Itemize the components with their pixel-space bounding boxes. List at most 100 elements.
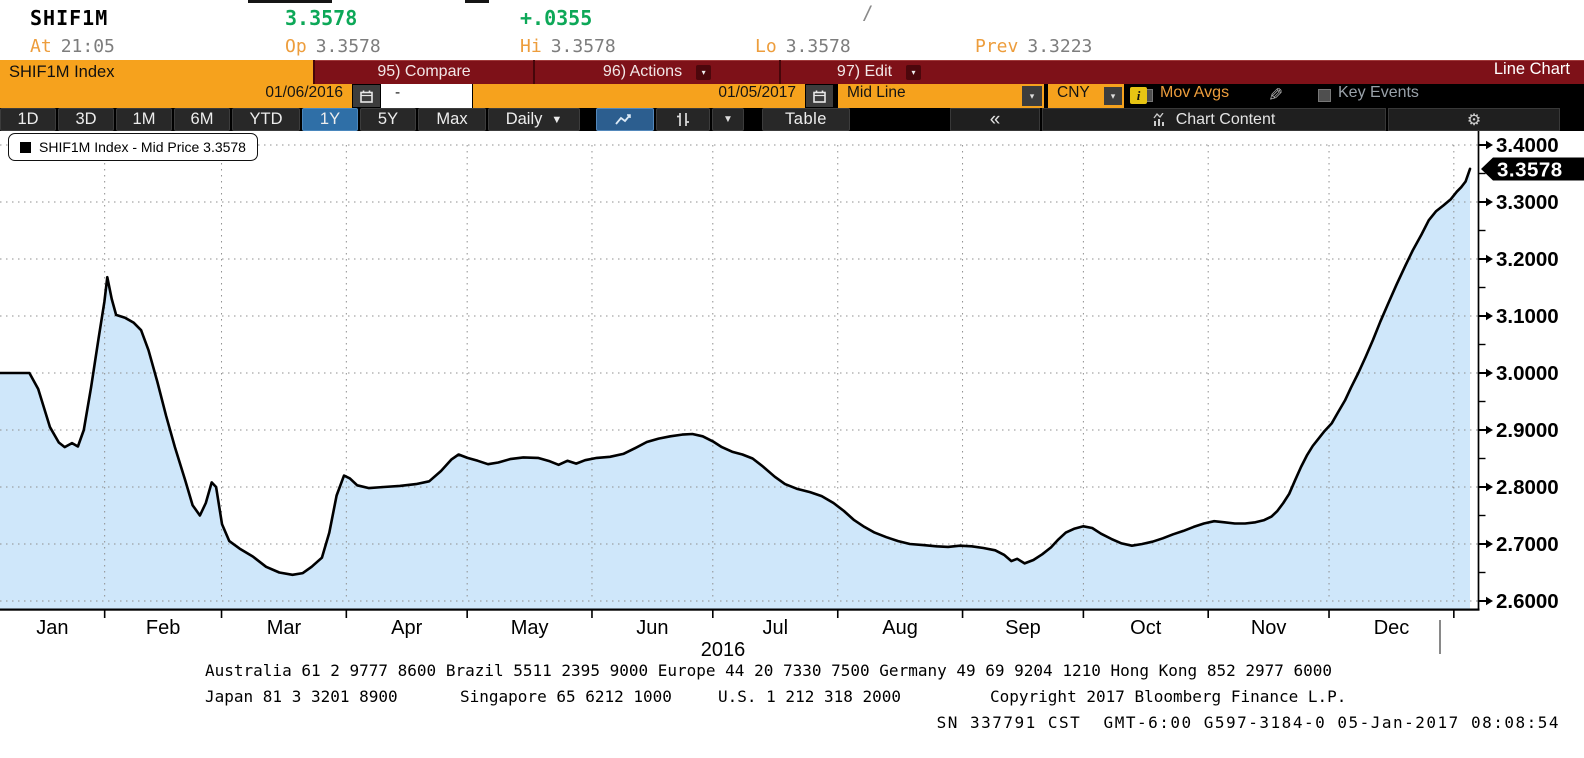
price-change: +.0355 <box>520 6 593 30</box>
svg-text:3.0000: 3.0000 <box>1496 362 1559 385</box>
mov-avgs-label[interactable]: Mov Avgs <box>1160 84 1230 101</box>
table-button[interactable]: Table <box>762 108 850 131</box>
footer-line2-part: Copyright 2017 Bloomberg Finance L.P. <box>990 687 1347 706</box>
chart-content-label: Chart Content <box>1175 110 1276 128</box>
menu-item-actions[interactable]: 96) Actions ▾ <box>533 60 779 84</box>
stat-label: Op <box>285 36 307 57</box>
stat-label: Prev <box>975 36 1019 57</box>
frequency-dropdown[interactable]: Daily ▼ <box>488 108 580 131</box>
footer-line2-part: Singapore 65 6212 1000 <box>460 687 672 706</box>
svg-text:May: May <box>511 617 549 639</box>
svg-text:Feb: Feb <box>146 617 180 639</box>
chevron-down-icon[interactable]: ▾ <box>1104 87 1122 105</box>
menu-item-label: 96) Actions <box>602 63 683 80</box>
year-label: 2016 <box>701 639 746 660</box>
last-price: 3.3578 <box>285 6 358 30</box>
chevron-down-icon[interactable]: ▾ <box>696 64 712 80</box>
y-axis: 3.4000 3.3000 3.2000 3.1000 3.0000 2.9000 2.80… <box>1477 131 1559 613</box>
period-button-1d[interactable]: 1D <box>0 108 56 131</box>
period-button-max[interactable]: Max <box>418 108 486 131</box>
stat-label: At <box>30 36 52 57</box>
svg-text:Sep: Sep <box>1005 617 1041 639</box>
info-button[interactable]: i <box>1130 87 1147 104</box>
period-buttons: 1D 3D 1M 6M YTD 1Y 5Y Max <box>0 108 486 131</box>
svg-text:Oct: Oct <box>1130 617 1162 639</box>
series-line <box>0 167 1472 577</box>
stat-at: At 21:05 <box>30 36 115 57</box>
svg-text:2.8000: 2.8000 <box>1496 476 1559 499</box>
date-range-separator-field[interactable]: - <box>381 84 472 108</box>
chart-toolbar: 1D 3D 1M 6M YTD 1Y 5Y Max Daily ▼ ▼ Table « Cha… <box>0 108 1584 131</box>
annotate-pencil-icon[interactable]: ✎ <box>1268 85 1284 105</box>
chart-area[interactable]: Jan Feb Mar Apr May Jun Jul Aug Sep Oct Nov Dec 2016… <box>0 131 1584 660</box>
menu-item-compare[interactable]: 95) Compare <box>313 60 533 84</box>
clipped-text-artifact <box>465 0 489 3</box>
stat-value: 21:05 <box>60 36 115 57</box>
candlestick-settings-icon[interactable] <box>656 108 710 131</box>
period-button-1m[interactable]: 1M <box>116 108 172 131</box>
chart-type-caret-button[interactable]: ▼ <box>712 108 744 131</box>
date-to-field[interactable]: 01/05/2017 <box>473 84 805 108</box>
last-price-badge: 3.3578 <box>1481 157 1584 182</box>
chevron-down-icon[interactable]: ▾ <box>1022 86 1042 106</box>
svg-text:Jun: Jun <box>636 617 668 639</box>
stat-value: 3.3578 <box>315 36 381 57</box>
period-button-1y[interactable]: 1Y <box>302 108 358 131</box>
chart-legend[interactable]: SHIF1M Index - Mid Price 3.3578 <box>8 133 258 161</box>
key-events-checkbox[interactable] <box>1318 89 1331 102</box>
chart-type-label: Line Chart <box>1493 60 1570 78</box>
svg-text:2.6000: 2.6000 <box>1496 590 1559 613</box>
ticker-symbol: SHIF1M <box>30 6 109 30</box>
menu-bar: SHIF1M Index 95) Compare 96) Actions ▾ 97) … <box>0 60 1584 84</box>
chart-content-icon <box>1153 113 1164 126</box>
security-tab[interactable]: SHIF1M Index <box>0 60 313 84</box>
legend-marker <box>20 141 31 153</box>
date-from-field[interactable]: 01/06/2016 <box>0 84 352 108</box>
stat-op: Op 3.3578 <box>285 36 381 57</box>
legend-text: SHIF1M Index - Mid Price 3.3578 <box>39 139 246 155</box>
svg-text:2.9000: 2.9000 <box>1496 419 1559 442</box>
slash-artifact: / <box>862 2 874 24</box>
line-chart-icon[interactable] <box>596 108 654 131</box>
chart-content-button[interactable]: Chart Content <box>1042 108 1386 131</box>
stat-value: 3.3578 <box>785 36 851 57</box>
gear-icon[interactable]: ⚙ <box>1388 108 1560 131</box>
svg-text:Aug: Aug <box>882 617 918 639</box>
svg-text:3.1000: 3.1000 <box>1496 305 1559 328</box>
svg-text:3.2000: 3.2000 <box>1496 248 1559 271</box>
period-button-ytd[interactable]: YTD <box>232 108 300 131</box>
period-button-6m[interactable]: 6M <box>174 108 230 131</box>
period-button-5y[interactable]: 5Y <box>360 108 416 131</box>
menu-item-label: 97) Edit <box>836 63 893 80</box>
key-events-label[interactable]: Key Events <box>1338 84 1419 101</box>
menu-item-edit[interactable]: 97) Edit ▾ <box>779 60 977 84</box>
footer-session-info: SN 337791 CST GMT-6:00 G597-3184-0 05-Ja… <box>936 713 1560 732</box>
area-fill <box>0 168 1470 610</box>
stat-label: Lo <box>755 36 777 57</box>
stat-lo: Lo 3.3578 <box>755 36 851 57</box>
calendar-icon[interactable] <box>806 85 833 107</box>
clipped-text-artifact <box>248 0 332 3</box>
chevron-down-icon: ▼ <box>551 113 563 126</box>
chevron-down-icon[interactable]: ▾ <box>906 64 922 80</box>
stat-value: 3.3578 <box>550 36 616 57</box>
ohlc-stats-row: At 21:05 Op 3.3578 Hi 3.3578 Lo 3.3578 Prev 3.322… <box>0 36 1584 60</box>
stat-label: Hi <box>520 36 542 57</box>
footer-contacts-line1: Australia 61 2 9777 8600 Brazil 5511 239… <box>205 661 1333 680</box>
svg-text:Jan: Jan <box>36 617 68 639</box>
stat-hi: Hi 3.3578 <box>520 36 616 57</box>
footer-line2-part: U.S. 1 212 318 2000 <box>718 687 902 706</box>
price-chart[interactable]: Jan Feb Mar Apr May Jun Jul Aug Sep Oct Nov Dec 2016… <box>0 131 1584 660</box>
svg-text:Apr: Apr <box>391 617 422 639</box>
stat-value: 3.3223 <box>1027 36 1093 57</box>
menu-item-label: 95) Compare <box>377 63 471 80</box>
svg-text:3.3578: 3.3578 <box>1497 159 1563 182</box>
period-button-3d[interactable]: 3D <box>58 108 114 131</box>
svg-text:Nov: Nov <box>1251 617 1287 639</box>
collapse-panel-button[interactable]: « <box>950 108 1040 131</box>
price-field-dropdown[interactable]: Mid Line <box>838 84 1044 108</box>
footer-line2-part: Japan 81 3 3201 8900 <box>205 687 398 706</box>
calendar-icon[interactable] <box>353 85 380 107</box>
svg-text:3.3000: 3.3000 <box>1496 191 1559 214</box>
